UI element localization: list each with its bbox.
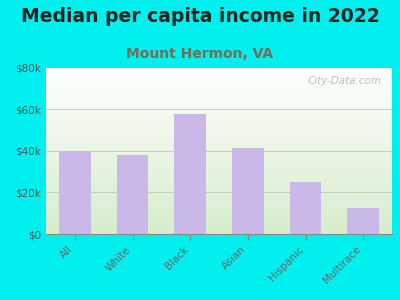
- Bar: [117, 155, 148, 234]
- Text: City-Data.com: City-Data.com: [308, 76, 382, 86]
- Bar: [59, 151, 91, 234]
- Text: Median per capita income in 2022: Median per capita income in 2022: [21, 8, 379, 26]
- Bar: [232, 148, 264, 234]
- Text: Mount Hermon, VA: Mount Hermon, VA: [126, 46, 274, 61]
- Bar: [347, 208, 379, 234]
- Bar: [290, 182, 321, 234]
- Bar: [174, 114, 206, 234]
